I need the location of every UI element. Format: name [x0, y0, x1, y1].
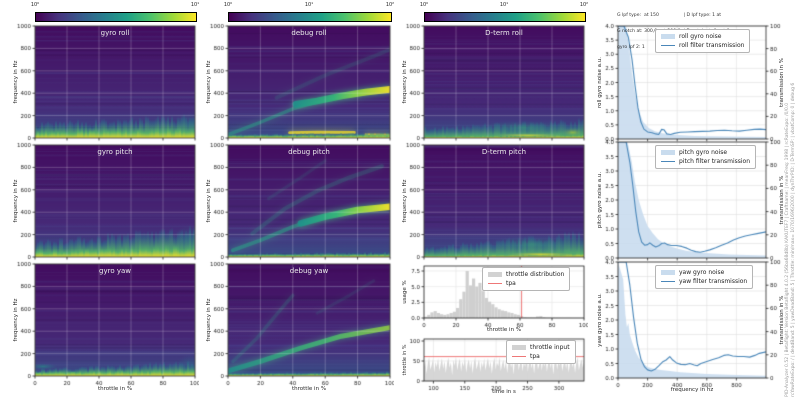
ylabel-freq: frequency in Hz	[206, 179, 212, 223]
legend-label: roll filter transmission	[679, 42, 745, 49]
roll-noise-swatch	[661, 34, 675, 39]
xlabel-throttle: throttle in %	[291, 386, 327, 392]
spectrogram-gyro-pitch	[9, 141, 199, 271]
roll-transmission-swatch	[661, 45, 675, 46]
spectrogram-dterm-roll	[398, 22, 588, 152]
ylabel-freq: frequency in Hz	[206, 298, 212, 342]
ylabel-freq: frequency in Hz	[13, 60, 19, 104]
g-lpf-type: G lpf type: at 150	[617, 12, 659, 18]
ylabel-roll-noise: roll gyro noise a.u.	[597, 56, 603, 109]
legend-label: yaw gyro noise	[679, 269, 725, 276]
spectrogram-debug-pitch	[202, 141, 394, 271]
ylabel-freq: frequency in Hz	[402, 60, 408, 104]
colorbar-tick: 10²	[579, 2, 589, 8]
title-dterm-pitch: D-term pitch	[481, 148, 527, 156]
legend-label: tpa	[506, 280, 516, 287]
spectrogram-gyro-yaw	[9, 260, 199, 390]
gyro-lpf2: gyro lpf 2: 1	[617, 45, 645, 51]
spectrogram-gyro-roll	[9, 22, 199, 152]
legend-label: pitch filter transmission	[679, 158, 751, 165]
spectrogram-debug-roll	[202, 22, 394, 152]
xlabel-frequency: frequency in hz	[670, 387, 714, 393]
colorbar-gyro	[35, 12, 197, 22]
title-gyro-roll: gyro roll	[100, 29, 130, 37]
ylabel-yaw-noise: yaw gyro noise a.u.	[597, 293, 603, 347]
xlabel-time: time in s	[492, 389, 516, 395]
legend-label: roll gyro noise	[679, 33, 722, 40]
colorbar-tick: 10⁰	[419, 2, 429, 8]
legend-pitch: pitch gyro noise pitch filter transmissi…	[655, 145, 757, 169]
ylabel-throttle: throttle in %	[402, 344, 408, 376]
title-debug-yaw: debug yaw	[289, 267, 329, 275]
colorbar-tick: 10⁰	[223, 2, 233, 8]
colorbar-tick: 10¹	[499, 2, 509, 8]
xlabel-throttle-hist: throttle in %	[486, 327, 522, 333]
title-dterm-roll: D-term roll	[485, 29, 523, 37]
pitch-noise-swatch	[661, 150, 675, 155]
yaw-noise-swatch	[661, 270, 675, 275]
colorbar-debug	[228, 12, 392, 22]
spectrogram-dterm-pitch	[398, 141, 588, 271]
input-swatch	[512, 345, 526, 350]
title-debug-roll: debug roll	[291, 29, 327, 37]
ylabel-freq: frequency in Hz	[13, 179, 19, 223]
colorbar-tick: 10²	[385, 2, 395, 8]
colorbar-tick: 10¹	[304, 2, 314, 8]
legend-label: yaw filter transmission	[679, 278, 748, 285]
title-gyro-pitch: gyro pitch	[97, 148, 133, 156]
legend-label: throttle distribution	[506, 271, 565, 278]
d-lpf-type: | D lpf type: 1 at	[683, 12, 722, 18]
legend-yaw: yaw gyro noise yaw filter transmission	[655, 265, 754, 289]
legend-label: throttle input	[530, 344, 570, 351]
metadata-line-2: rcYawRateExpo: / | deadBand: 5 | yawDead…	[791, 82, 796, 397]
tpa-swatch	[512, 356, 526, 357]
ylabel-usage: usage %	[402, 280, 408, 304]
legend-roll: roll gyro noise roll filter transmission	[655, 29, 751, 53]
colorbar-tick: 10¹	[190, 2, 200, 8]
colorbar-tick: 10⁰	[30, 2, 40, 8]
distribution-swatch	[488, 272, 502, 277]
legend-label: pitch gyro noise	[679, 149, 728, 156]
ylabel-freq: frequency in Hz	[13, 298, 19, 342]
ylabel-pitch-noise: pitch gyro noise a.u.	[597, 171, 603, 229]
colorbar-dterm	[424, 12, 586, 22]
legend-throttle-distribution: throttle distribution tpa	[482, 267, 571, 291]
ylabel-freq: frequency in Hz	[206, 60, 212, 104]
legend-throttle-input: throttle input tpa	[506, 340, 576, 364]
title-gyro-yaw: gyro yaw	[99, 267, 131, 275]
legend-label: tpa	[530, 353, 540, 360]
title-debug-pitch: debug pitch	[288, 148, 330, 156]
tpa-swatch	[488, 283, 502, 284]
metadata-line-1: PID-Analyzer 0.52 | Betaflight: Version …	[785, 102, 790, 397]
spectrogram-debug-yaw	[202, 260, 394, 390]
pitch-transmission-swatch	[661, 161, 675, 162]
ylabel-freq: frequency in Hz	[402, 179, 408, 223]
yaw-transmission-swatch	[661, 281, 675, 282]
xlabel-throttle: throttle in %	[97, 386, 133, 392]
